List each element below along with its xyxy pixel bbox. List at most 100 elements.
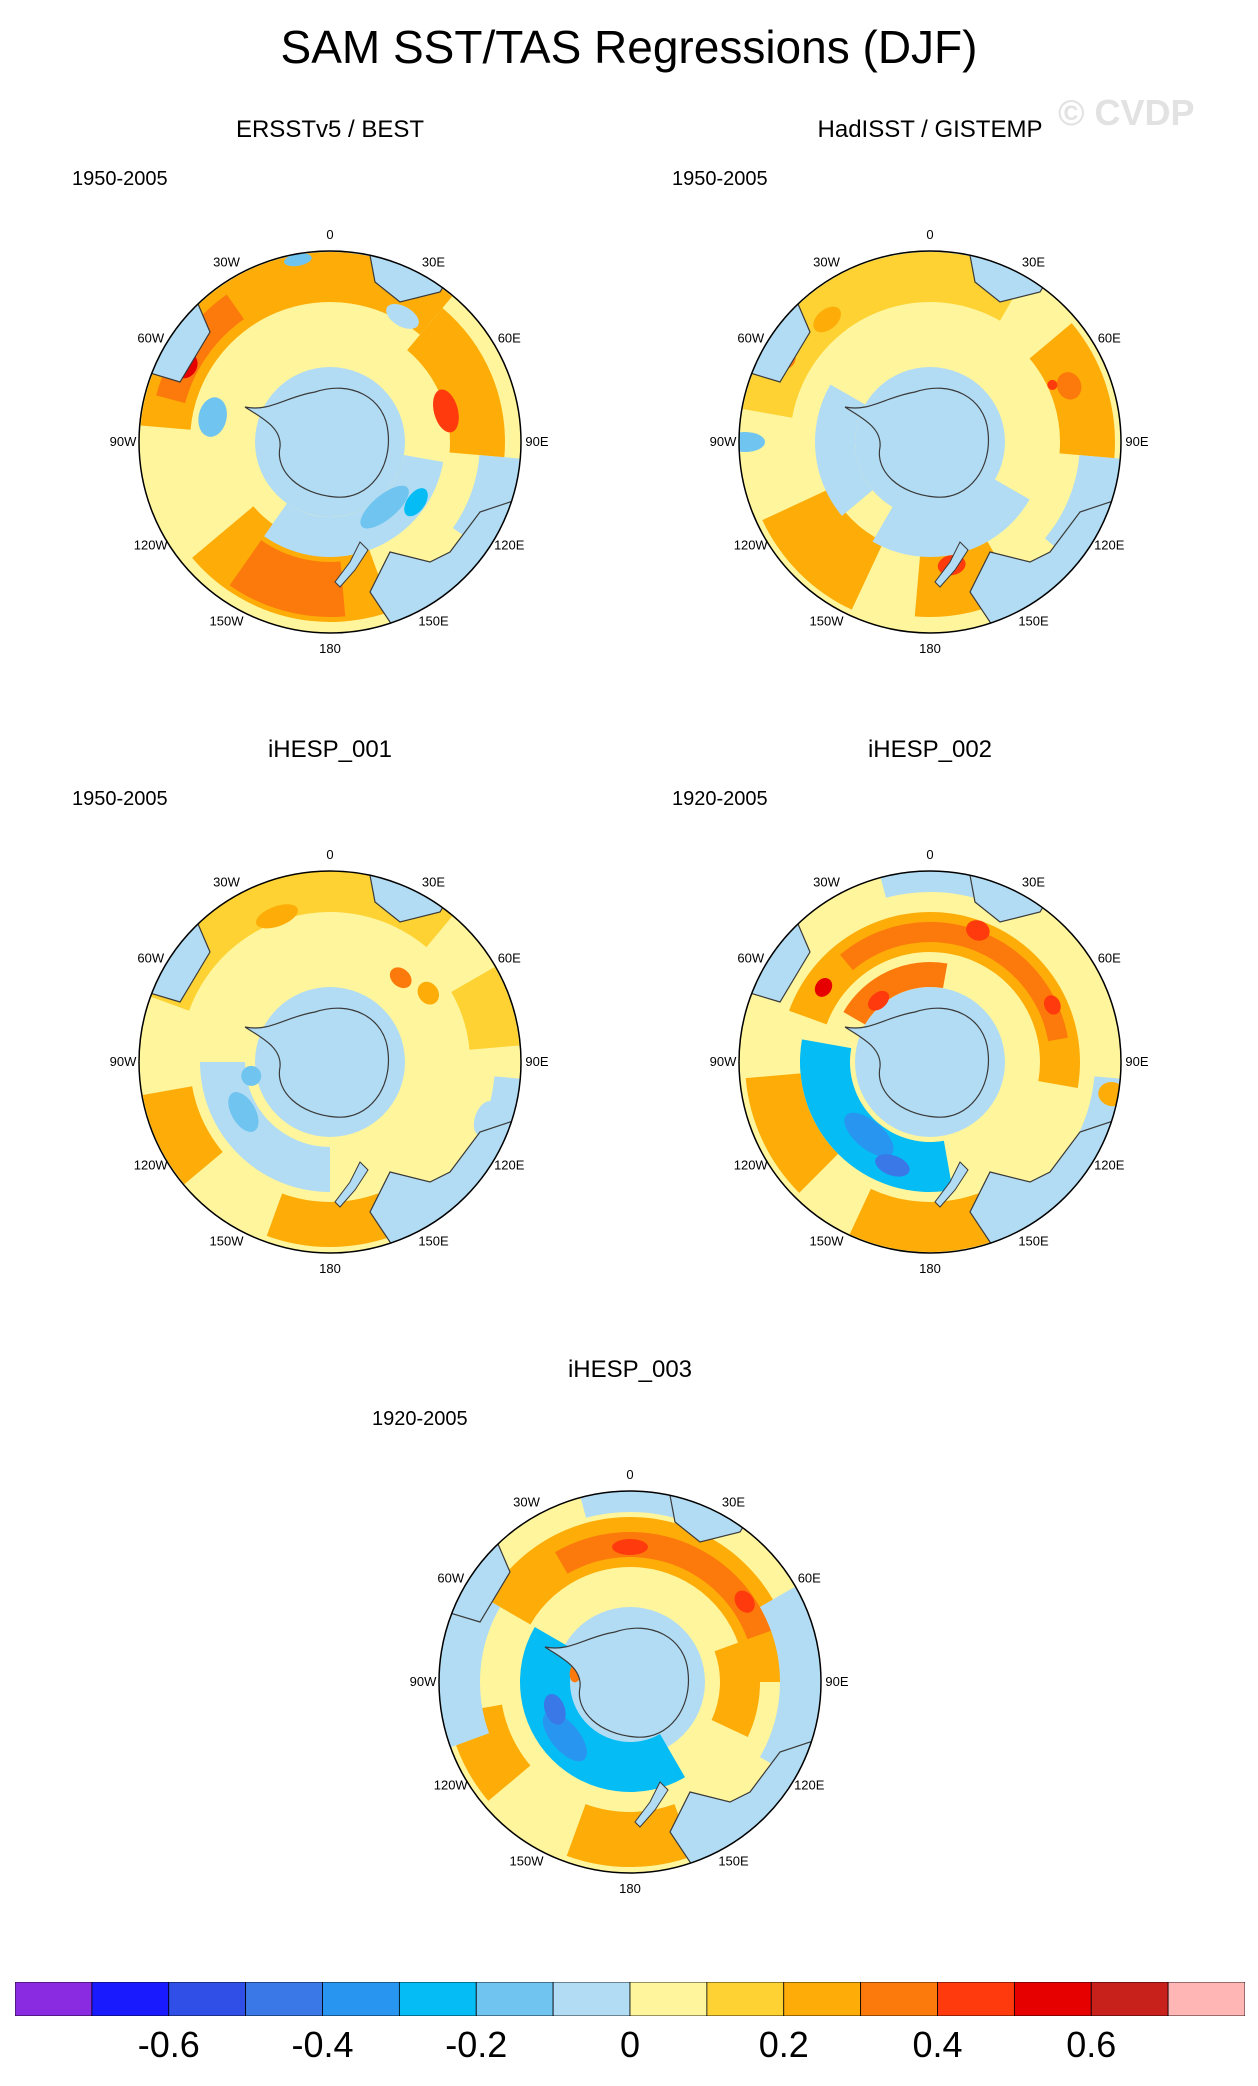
longitude-label: 180 (919, 1261, 941, 1276)
map-panel-ihesp-001: 0 30E 60E 90E 120E 150E 180 150W 120W 90W 60W 30W iH… (30, 736, 630, 1356)
panel-title: ERSSTv5 / BEST (235, 116, 425, 143)
field-negative (264, 455, 444, 557)
longitude-label: 60W (737, 331, 764, 346)
antarctica-landmass (844, 387, 990, 498)
longitude-label: 60W (137, 951, 164, 966)
longitude-label: 90E (525, 434, 548, 449)
longitude-label: 120W (734, 538, 769, 553)
longitude-label: 90E (525, 1054, 548, 1069)
longitude-label: 120E (1094, 538, 1125, 553)
longitude-label: 150W (810, 613, 845, 628)
longitude-label: 60E (1098, 951, 1121, 966)
period-label: 1950-2005 (72, 788, 168, 810)
map-border (738, 870, 1122, 1254)
longitude-label: 150E (1018, 613, 1049, 628)
colorbar-tick-label: -0.4 (291, 2024, 354, 2065)
longitude-label: 60E (498, 331, 521, 346)
colorbar-tick-label: 0.2 (758, 2024, 809, 2065)
longitude-label: 150W (210, 1233, 245, 1248)
map-panel-ihesp-002: 0 30E 60E 90E 120E 150E 180 150W 120W 90W 60W 30W iH… (630, 736, 1230, 1356)
longitude-label: 180 (619, 1881, 641, 1896)
longitude-label: 60W (737, 951, 764, 966)
polar-map: 0 30E 60E 90E 120E 150E 180 150W 120W 90W 60W 30W (410, 1467, 849, 1896)
field-positive (256, 904, 298, 929)
longitude-label: 120E (494, 1158, 525, 1173)
longitude-label: 90W (710, 1054, 737, 1069)
colorbar-swatch (629, 1982, 708, 2016)
field-negative (198, 397, 227, 437)
field-negative (386, 303, 419, 329)
field-negative (360, 485, 409, 529)
longitude-label: 90W (710, 434, 737, 449)
longitude-label: 30E (722, 1495, 745, 1510)
colorbar-swatch (706, 1982, 785, 2016)
field-positive (555, 1532, 771, 1640)
field-negative (759, 1584, 821, 1780)
panel-title: iHESP_001 (267, 736, 393, 763)
longitude-label: 90E (1125, 1054, 1148, 1069)
colorbar-tick-label: 0.4 (912, 2024, 963, 2065)
colorbar-tick-label: 0.6 (1066, 2024, 1117, 2065)
field-negative (241, 1065, 262, 1086)
field-negative (404, 488, 428, 517)
longitude-label: 30E (1022, 255, 1045, 270)
polar-map: 0 30E 60E 90E 120E 150E 180 150W 120W 90W 60W 30W (710, 227, 1149, 656)
new-zealand-landmass (334, 541, 369, 588)
field-positive (711, 1637, 760, 1737)
longitude-label: 60W (137, 331, 164, 346)
field-positive (432, 389, 459, 433)
field-negative (875, 1154, 910, 1177)
field-negative (872, 477, 1030, 557)
longitude-label: 180 (919, 641, 941, 656)
field-positive (417, 981, 439, 1005)
longitude-label: 180 (319, 1261, 341, 1276)
colorbar-swatch (1013, 1982, 1092, 2016)
field-positive (1043, 995, 1061, 1015)
longitude-label: 30W (813, 255, 840, 270)
longitude-label: 150W (510, 1853, 545, 1868)
colorbar-swatch (783, 1982, 862, 2016)
new-zealand-landmass (334, 1161, 369, 1208)
longitude-label: 60E (498, 951, 521, 966)
field-positive (840, 922, 1068, 1042)
map-border (138, 870, 522, 1254)
longitude-label: 120W (134, 1158, 169, 1173)
new-zealand-landmass (634, 1781, 669, 1828)
field-positive (389, 967, 412, 989)
colorbar-swatch (245, 1982, 323, 2016)
map-panel-hadisst-gistemp: 0 30E 60E 90E 120E 150E 180 150W 120W 90W 60W 30W Ha… (630, 116, 1230, 736)
longitude-label: 0 (926, 847, 933, 862)
polar-map: 0 30E 60E 90E 120E 150E 180 150W 120W 90W 60W 30W (110, 227, 549, 656)
longitude-label: 60E (798, 1571, 821, 1586)
field-negative (284, 253, 312, 267)
colorbar-labels: -0.6 -0.4 -0.2 0 0.2 0.4 0.6 (15, 2024, 1245, 2074)
longitude-label: 120W (734, 1158, 769, 1173)
colorbar-swatch (322, 1982, 400, 2016)
colorbar (15, 1982, 1245, 2016)
longitude-label: 180 (319, 641, 341, 656)
map-border (438, 1490, 822, 1874)
field-positive (814, 978, 833, 997)
map-border (138, 250, 522, 634)
antarctica-landmass (844, 1007, 990, 1118)
longitude-label: 90W (110, 434, 137, 449)
field-positive (742, 251, 1025, 418)
colorbar-swatch (168, 1982, 247, 2016)
longitude-label: 90E (1125, 434, 1148, 449)
longitude-label: 90E (825, 1674, 848, 1689)
longitude-label: 120E (494, 538, 525, 553)
longitude-label: 0 (626, 1467, 633, 1482)
field-positive (407, 307, 505, 458)
longitude-label: 150W (210, 613, 245, 628)
field-positive (1056, 372, 1082, 400)
field-positive (266, 1193, 394, 1247)
antarctica-landmass (244, 1007, 390, 1118)
field-positive (762, 488, 884, 610)
panel-title: HadISST / GISTEMP (817, 116, 1043, 143)
longitude-label: 30W (513, 1495, 540, 1510)
colorbar-swatch (398, 1982, 477, 2016)
longitude-label: 30E (1022, 875, 1045, 890)
field-negative (542, 1711, 587, 1762)
polar-map: 0 30E 60E 90E 120E 150E 180 150W 120W 90W 60W 30W (710, 847, 1149, 1276)
colorbar-swatch (860, 1982, 938, 2016)
